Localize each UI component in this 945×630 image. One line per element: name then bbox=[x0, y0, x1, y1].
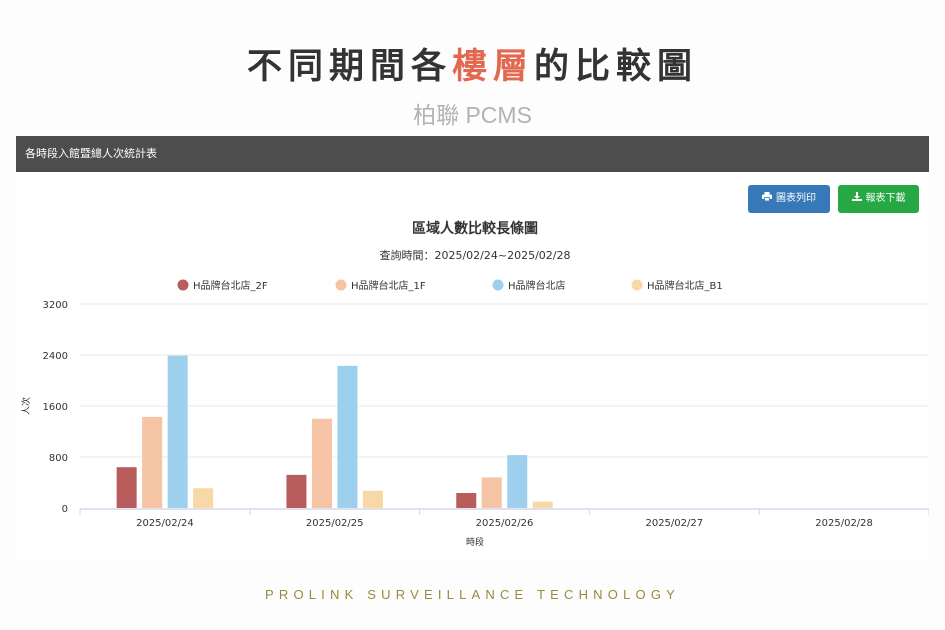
legend-marker-3 bbox=[492, 279, 504, 291]
y-tick-label: 1600 bbox=[43, 402, 68, 413]
y-tick-label: 2400 bbox=[43, 351, 68, 362]
bar-2-2025/02/24 bbox=[142, 416, 163, 508]
legend-label-1: H品牌台北店_2F bbox=[193, 279, 268, 292]
legend-label-4: H品牌台北店_B1 bbox=[647, 279, 723, 292]
bar-2-2025/02/26 bbox=[481, 477, 502, 508]
legend-marker-1 bbox=[177, 279, 189, 291]
bar-3-2025/02/25 bbox=[337, 365, 358, 508]
download-icon bbox=[851, 185, 862, 213]
page-title: 不同期間各樓層的比較圖 bbox=[0, 38, 945, 89]
printer-icon bbox=[762, 185, 772, 213]
print-chart-button[interactable]: 圖表列印 bbox=[748, 185, 830, 213]
panel-header: 各時段入館暨總人次統計表 bbox=[16, 136, 929, 172]
bar-3-2025/02/24 bbox=[167, 355, 188, 508]
legend-marker-2 bbox=[335, 279, 347, 291]
bar-4-2025/02/25 bbox=[362, 490, 383, 508]
y-tick-label: 3200 bbox=[43, 300, 68, 311]
report-panel: 各時段入館暨總人次統計表 區域人數比較長條圖查詢時間：2025/02/24~20… bbox=[16, 136, 929, 560]
x-tick-label: 2025/02/28 bbox=[815, 518, 873, 529]
y-tick-label: 0 bbox=[62, 504, 68, 515]
page-subtitle: 柏聯 PCMS bbox=[413, 102, 532, 128]
bar-1-2025/02/26 bbox=[456, 493, 477, 508]
page-title-highlight: 樓層 bbox=[451, 47, 534, 87]
x-tick-label: 2025/02/26 bbox=[476, 518, 534, 529]
page-title-part2: 的比較圖 bbox=[534, 47, 699, 87]
bar-1-2025/02/24 bbox=[116, 467, 137, 508]
chart-subtitle: 查詢時間：2025/02/24~2025/02/28 bbox=[379, 248, 570, 262]
print-chart-label: 圖表列印 bbox=[776, 193, 816, 204]
bar-4-2025/02/26 bbox=[532, 501, 553, 508]
x-tick-label: 2025/02/24 bbox=[136, 518, 194, 529]
page-title-part1: 不同期間各 bbox=[246, 47, 452, 87]
legend-label-3: H品牌台北店 bbox=[508, 279, 566, 292]
legend-label-2: H品牌台北店_1F bbox=[351, 279, 426, 292]
y-tick-label: 800 bbox=[49, 453, 68, 464]
x-tick-label: 2025/02/27 bbox=[645, 518, 703, 529]
bar-1-2025/02/25 bbox=[286, 474, 307, 508]
x-tick-label: 2025/02/25 bbox=[306, 518, 364, 529]
y-axis-title: 人次 bbox=[20, 397, 32, 415]
download-report-button[interactable]: 報表下載 bbox=[838, 185, 919, 213]
bar-4-2025/02/24 bbox=[193, 488, 214, 508]
chart-title: 區域人數比較長條圖 bbox=[412, 220, 538, 237]
legend-marker-4 bbox=[631, 279, 643, 291]
download-report-label: 報表下載 bbox=[865, 193, 906, 204]
x-axis-title: 時段 bbox=[466, 536, 484, 548]
bar-3-2025/02/26 bbox=[507, 455, 528, 508]
footer-brand: PROLINK SURVEILLANCE TECHNOLOGY bbox=[264, 587, 681, 602]
bar-2-2025/02/25 bbox=[311, 418, 332, 508]
